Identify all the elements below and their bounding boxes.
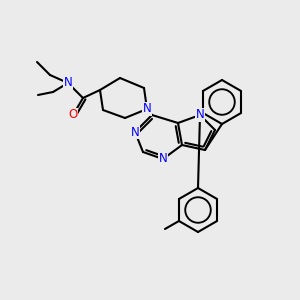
Text: N: N [196,109,204,122]
Text: N: N [159,152,167,166]
Text: N: N [142,103,152,116]
Text: N: N [130,125,140,139]
Text: O: O [68,109,78,122]
Text: N: N [64,76,72,89]
